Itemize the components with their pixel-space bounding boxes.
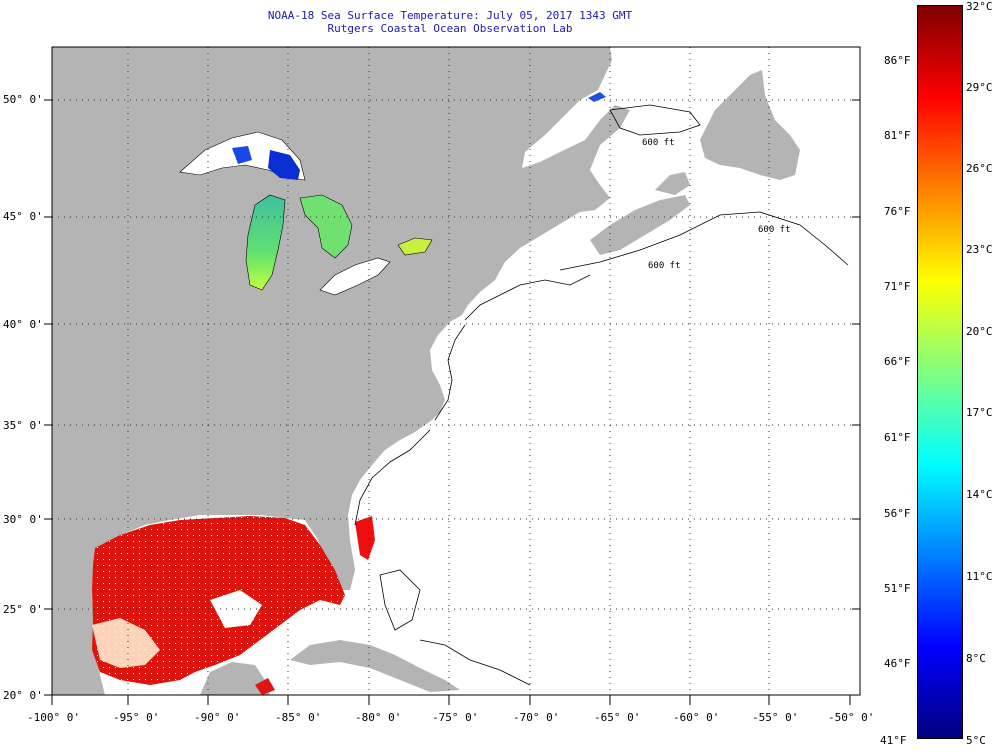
lake-ontario bbox=[397, 237, 433, 256]
lon-label-80: -80° 0' bbox=[355, 711, 402, 724]
lat-label-30: 30° 0' bbox=[3, 513, 43, 526]
lon-label-75: -75° 0' bbox=[432, 711, 479, 724]
carib-warm-sst bbox=[255, 678, 275, 695]
land-nova-scotia bbox=[590, 195, 690, 255]
colorbar-f-label: 76°F bbox=[884, 205, 911, 218]
colorbar-c-label: 11°C bbox=[966, 570, 993, 583]
lon-label-65: -65° 0' bbox=[594, 711, 641, 724]
land-yucatan bbox=[200, 662, 270, 695]
land-cuba bbox=[290, 640, 460, 692]
lon-label-60: -60° 0' bbox=[673, 711, 720, 724]
colorbar-c-label: 29°C bbox=[966, 81, 993, 94]
isobath-label: 600 ft bbox=[642, 138, 675, 148]
colorbar-c-label: 26°C bbox=[966, 162, 993, 175]
lon-label-100: -100° 0' bbox=[27, 711, 80, 724]
temperature-colorbar bbox=[917, 5, 963, 739]
lake-superior-cold-2 bbox=[232, 146, 252, 164]
colorbar-f-label: 61°F bbox=[884, 431, 911, 444]
lake-erie bbox=[319, 257, 391, 296]
isobath-line bbox=[559, 211, 849, 271]
isobath-line bbox=[379, 569, 421, 631]
grid-lines bbox=[52, 47, 860, 695]
colorbar-c-label: 14°C bbox=[966, 488, 993, 501]
lat-label-40: 40° 0' bbox=[3, 318, 43, 331]
lat-label-35: 35° 0' bbox=[3, 419, 43, 432]
chart-title: NOAA-18 Sea Surface Temperature: July 05… bbox=[267, 9, 633, 22]
lon-label-55: -55° 0' bbox=[752, 711, 799, 724]
isobath-line bbox=[434, 324, 466, 421]
colorbar-c-label: 5°C bbox=[966, 734, 986, 747]
isobath-line bbox=[354, 429, 431, 526]
colorbar-f-label: 56°F bbox=[884, 507, 911, 520]
colorbar-f-label: 86°F bbox=[884, 54, 911, 67]
colorbar-c-label: 23°C bbox=[966, 243, 993, 256]
colorbar-f-label: 46°F bbox=[884, 657, 911, 670]
isobath-label: 600 ft bbox=[758, 225, 791, 235]
lat-label-50: 50° 0' bbox=[3, 93, 43, 106]
lake-huron bbox=[299, 194, 353, 259]
chart-subtitle: Rutgers Coastal Ocean Observation Lab bbox=[327, 22, 573, 35]
land-cape-breton bbox=[655, 172, 690, 195]
colorbar-f-label: 81°F bbox=[884, 129, 911, 142]
colorbar-f-label: 71°F bbox=[884, 280, 911, 293]
colorbar-c-label: 8°C bbox=[966, 652, 986, 665]
land-north-america bbox=[52, 47, 630, 695]
colorbar-c-label: 20°C bbox=[966, 325, 993, 338]
lon-label-50: -50° 0' bbox=[828, 711, 875, 724]
gulf-cloud-patch bbox=[92, 618, 160, 668]
isobath-line bbox=[419, 639, 531, 686]
colorbar-f-label: 51°F bbox=[884, 582, 911, 595]
isobath-line bbox=[609, 104, 701, 136]
lon-label-85: -85° 0' bbox=[275, 711, 322, 724]
lake-superior-cold bbox=[268, 150, 300, 180]
lat-label-45: 45° 0' bbox=[3, 210, 43, 223]
land-newfoundland bbox=[700, 70, 800, 180]
lat-label-25: 25° 0' bbox=[3, 603, 43, 616]
gulf-cloud-patch-2 bbox=[210, 590, 262, 628]
lat-label-20: 20° 0' bbox=[3, 689, 43, 702]
lon-label-90: -90° 0' bbox=[194, 711, 241, 724]
colorbar-c-label: 17°C bbox=[966, 406, 993, 419]
colorbar-f-label: 41°F bbox=[880, 734, 907, 747]
isobath-line bbox=[464, 274, 591, 321]
lon-label-70: -70° 0' bbox=[513, 711, 560, 724]
axis-ticks bbox=[44, 99, 860, 705]
map-frame bbox=[51, 46, 861, 696]
florida-current-sst bbox=[355, 516, 375, 560]
lake-michigan bbox=[245, 194, 286, 291]
isobath-label: 600 ft bbox=[648, 261, 681, 271]
colorbar-c-label: 32°C bbox=[966, 0, 993, 13]
colorbar-f-label: 66°F bbox=[884, 355, 911, 368]
lon-label-95: -95° 0' bbox=[113, 711, 160, 724]
